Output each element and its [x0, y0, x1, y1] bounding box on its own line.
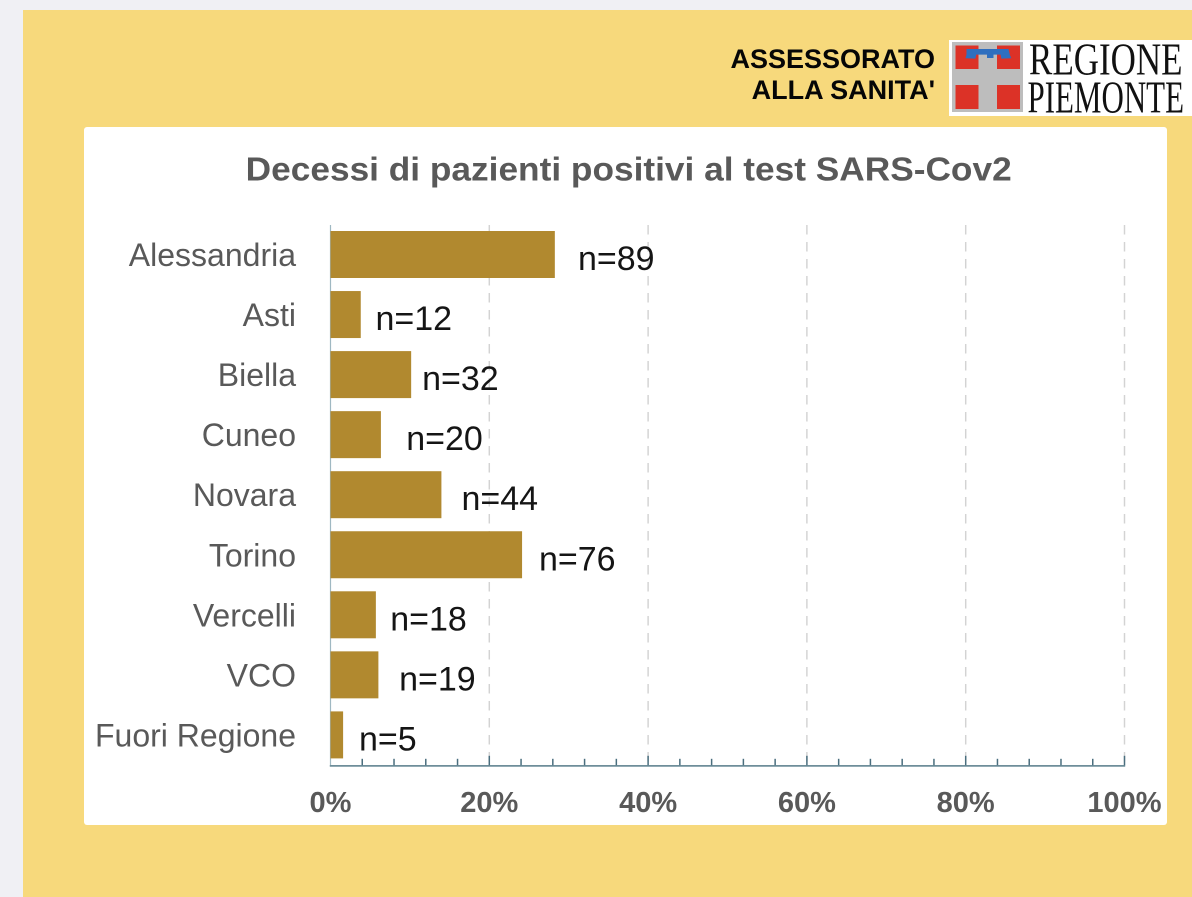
svg-text:n=5: n=5	[359, 720, 417, 758]
svg-text:Asti: Asti	[243, 297, 296, 333]
svg-text:n=44: n=44	[462, 480, 539, 518]
svg-text:n=19: n=19	[399, 660, 476, 698]
svg-text:80%: 80%	[937, 787, 995, 819]
svg-text:0%: 0%	[310, 787, 352, 819]
svg-text:Fuori Regione: Fuori Regione	[95, 717, 296, 753]
svg-text:Cuneo: Cuneo	[202, 417, 296, 453]
svg-text:PIEMONTE: PIEMONTE	[1028, 72, 1185, 123]
svg-text:ASSESSORATO: ASSESSORATO	[730, 44, 935, 74]
svg-text:n=20: n=20	[406, 420, 483, 458]
svg-text:REGIONE: REGIONE	[1029, 34, 1183, 85]
svg-text:ALLA SANITA': ALLA SANITA'	[752, 75, 935, 105]
svg-text:Alessandria: Alessandria	[129, 237, 296, 273]
svg-text:n=32: n=32	[422, 360, 499, 398]
svg-text:60%: 60%	[778, 787, 836, 819]
svg-text:Vercelli: Vercelli	[193, 597, 296, 633]
svg-text:VCO: VCO	[227, 657, 296, 693]
svg-text:Biella: Biella	[218, 357, 296, 393]
svg-text:Decessi di pazienti positivi a: Decessi di pazienti positivi al test SAR…	[246, 151, 1012, 188]
svg-text:Torino: Torino	[209, 537, 296, 573]
svg-text:n=18: n=18	[390, 600, 467, 638]
svg-text:n=12: n=12	[376, 300, 453, 338]
svg-text:20%: 20%	[460, 787, 518, 819]
svg-text:40%: 40%	[619, 787, 677, 819]
svg-text:100%: 100%	[1087, 787, 1161, 819]
svg-text:n=76: n=76	[539, 540, 616, 578]
svg-text:Novara: Novara	[193, 477, 296, 513]
svg-text:n=89: n=89	[578, 240, 655, 278]
